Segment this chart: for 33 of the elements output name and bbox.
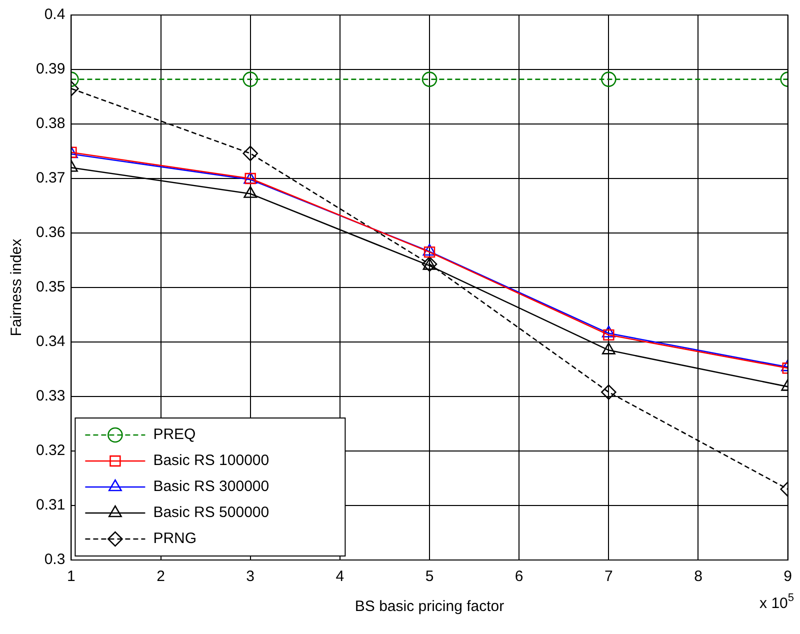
y-tick-label: 0.38: [36, 115, 66, 132]
point: [242, 146, 258, 162]
x-tick-label: 9: [784, 568, 792, 586]
point: [422, 244, 436, 256]
x-tick-label: 8: [694, 568, 702, 586]
y-tick-label: 0.35: [36, 278, 66, 296]
y-tick-label: 0.39: [36, 60, 66, 78]
y-tick-label: 0.3: [44, 551, 66, 568]
x-tick-label: 5: [425, 568, 434, 586]
y-tick-label: 0.37: [36, 170, 66, 187]
y-tick-label: 0.34: [36, 333, 66, 350]
legend-label: PREQ: [153, 426, 196, 444]
y-tick-label: 0.32: [36, 442, 66, 460]
y-tick-label: 0.31: [36, 496, 66, 514]
x-tick-label: 1: [67, 568, 76, 586]
x-tick-label: 2: [156, 568, 165, 586]
legend-label: PRNG: [153, 530, 197, 548]
x-tick-label: 4: [336, 568, 344, 586]
x-tick-label: 3: [246, 568, 255, 586]
point: [244, 186, 258, 198]
x-tick-label: 7: [604, 568, 613, 586]
x-axis-title: BS basic pricing factor: [354, 598, 504, 616]
point: [422, 72, 438, 87]
point: [424, 246, 436, 258]
y-axis-title: Fairness index: [8, 238, 26, 336]
legend-label: Basic RS 100000: [153, 452, 270, 470]
y-tick-label: 0.36: [36, 224, 66, 242]
x-tick-label: 6: [514, 568, 524, 586]
y-tick-label: 0.33: [36, 388, 66, 405]
legend-label: Basic RS 500000: [153, 504, 270, 522]
y-tick-label: 0.4: [44, 6, 66, 24]
legend-label: Basic RS 300000: [153, 478, 270, 496]
point: [242, 72, 258, 87]
